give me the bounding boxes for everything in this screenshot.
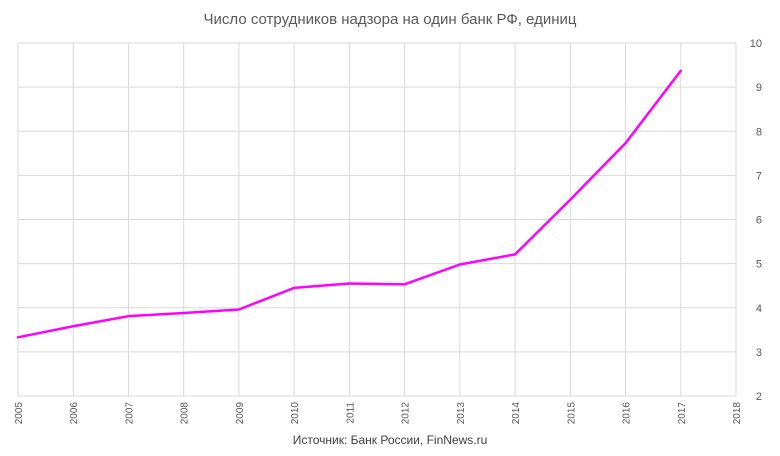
y-tick-label: 10 xyxy=(750,38,762,50)
x-tick-label: 2014 xyxy=(511,402,522,425)
x-tick-label: 2013 xyxy=(456,402,467,425)
chart-source-note: Источник: Банк России, FinNews.ru xyxy=(293,433,488,447)
y-tick-label: 4 xyxy=(756,303,762,315)
x-tick-label: 2018 xyxy=(732,402,743,425)
y-tick-label: 3 xyxy=(756,347,762,359)
y-tick-label: 5 xyxy=(756,259,762,271)
x-axis-tick-labels: 2005 2006 2007 2008 2009 2010 2011 2012 2013 2014… xyxy=(14,402,743,425)
series-layer xyxy=(16,69,683,339)
chart-title: Число сотрудников надзора на один банк Р… xyxy=(204,11,577,28)
gridlines xyxy=(17,42,737,397)
x-tick-label: 2012 xyxy=(401,402,412,425)
y-tick-label: 6 xyxy=(756,215,762,227)
x-tick-label: 2009 xyxy=(235,402,246,425)
y-tick-label: 8 xyxy=(756,126,762,138)
series-line xyxy=(16,69,683,339)
y-tick-label: 9 xyxy=(756,82,762,94)
x-tick-label: 2017 xyxy=(677,402,688,425)
x-tick-label: 2015 xyxy=(566,402,577,425)
x-tick-label: 2008 xyxy=(180,402,191,425)
x-tick-label: 2011 xyxy=(345,402,356,424)
x-tick-label: 2007 xyxy=(124,402,135,425)
y-tick-label: 2 xyxy=(756,391,762,403)
x-tick-label: 2006 xyxy=(69,402,80,425)
x-tick-label: 2016 xyxy=(622,402,633,425)
x-tick-label: 2010 xyxy=(290,402,301,425)
x-tick-label: 2005 xyxy=(14,402,25,425)
y-tick-label: 7 xyxy=(756,170,762,182)
y-axis-tick-labels: 2 3 4 5 6 7 8 9 10 xyxy=(750,38,762,403)
